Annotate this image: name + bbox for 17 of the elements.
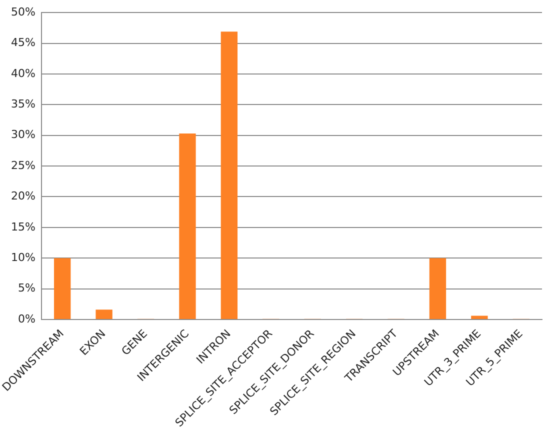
bar — [179, 134, 196, 319]
y-tick-label: 15% — [11, 220, 36, 234]
bar — [220, 32, 238, 319]
y-tick-label: 35% — [11, 98, 36, 111]
y-tick-label: 0% — [18, 312, 36, 326]
y-tick-label: 50% — [11, 5, 36, 18]
y-tick-label: 10% — [11, 250, 36, 264]
bar — [96, 310, 112, 319]
bar — [429, 258, 446, 319]
y-tick-label: 45% — [11, 36, 36, 50]
y-tick-label: 25% — [11, 158, 36, 172]
y-tick-label: 20% — [11, 190, 36, 203]
y-tick-label: 5% — [18, 282, 36, 295]
bar — [54, 258, 71, 319]
y-tick-label: 40% — [11, 66, 36, 80]
bar — [471, 316, 488, 319]
y-tick-label: 30% — [11, 128, 36, 142]
